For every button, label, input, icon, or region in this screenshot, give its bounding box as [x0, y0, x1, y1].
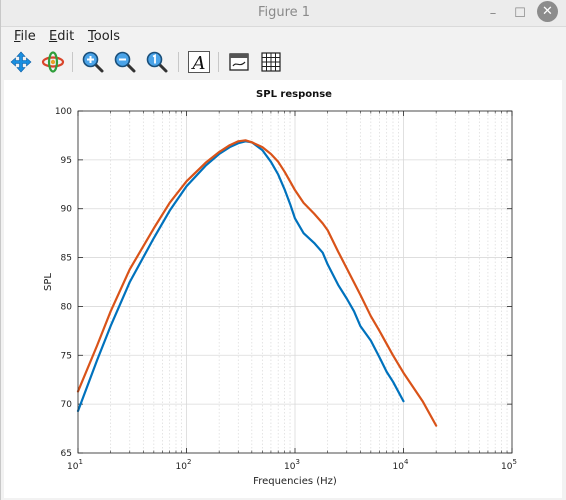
- x-tick-label-base: 10: [393, 462, 405, 472]
- x-tick-label: 102: [176, 458, 192, 472]
- y-tick-label: 70: [61, 400, 73, 410]
- pan-button[interactable]: [9, 50, 33, 74]
- zoom-reset-icon: [146, 51, 168, 73]
- y-tick-label: 100: [55, 107, 72, 117]
- menu-edit-label: dit: [57, 29, 75, 44]
- y-tick-label: 85: [61, 254, 72, 264]
- menu-tools[interactable]: Tools: [88, 29, 120, 44]
- rotate-button[interactable]: [41, 50, 65, 74]
- x-tick-label: 104: [393, 458, 409, 472]
- x-tick-label-base: 10: [67, 462, 79, 472]
- toolbar-separator: [178, 52, 179, 72]
- y-tick-label: 75: [61, 351, 72, 361]
- x-tick-label-base: 10: [176, 462, 188, 472]
- grid-button[interactable]: [259, 50, 283, 74]
- zoom-in-icon: [82, 51, 104, 73]
- chart-title: SPL response: [256, 89, 332, 100]
- menu-tools-label: ools: [93, 29, 121, 44]
- x-tick-label-exponent: 4: [404, 458, 409, 466]
- x-tick-label-exponent: 5: [512, 458, 516, 466]
- pan-icon: [10, 51, 32, 73]
- text-icon: A: [188, 51, 210, 74]
- menu-file[interactable]: File: [14, 29, 36, 44]
- figure-canvas[interactable]: SPL response 101 102 103 104 105 65 70 75 80 85 90…: [4, 80, 562, 498]
- x-tick-label: 105: [501, 458, 517, 472]
- text-icon-glyph: A: [191, 53, 206, 74]
- menu-file-mnemonic: F: [14, 29, 21, 44]
- x-tick-label-exponent: 1: [78, 458, 82, 466]
- axes-box[interactable]: [77, 110, 513, 454]
- zoom-in-button[interactable]: [81, 50, 105, 74]
- rotate-icon: [41, 51, 65, 73]
- y-tick-label: 95: [61, 156, 72, 166]
- x-tick-label-base: 10: [284, 462, 296, 472]
- menu-bar: File Edit Tools: [1, 27, 566, 47]
- title-bar[interactable]: Figure 1 – ☐ ✕: [1, 0, 566, 27]
- y-axis-label: SPL: [43, 273, 54, 291]
- legend-button[interactable]: [227, 50, 251, 74]
- close-button[interactable]: ✕: [537, 1, 558, 22]
- menu-edit-mnemonic: E: [49, 29, 58, 44]
- legend-icon: [229, 53, 249, 71]
- toolbar-separator: [218, 52, 219, 72]
- grid-lines: [77, 110, 513, 454]
- menu-edit[interactable]: Edit: [49, 29, 74, 44]
- y-tick-label: 90: [61, 205, 73, 215]
- menu-tools-mnemonic: T: [88, 29, 94, 44]
- insert-text-button[interactable]: A: [187, 50, 211, 74]
- x-tick-label-exponent: 3: [295, 458, 299, 466]
- data-series: [76, 139, 438, 427]
- zoom-out-button[interactable]: [113, 50, 137, 74]
- y-tick-label: 80: [61, 302, 73, 312]
- plot-svg: SPL response 101 102 103 104 105657075808590…: [43, 89, 517, 487]
- zoom-out-icon: [114, 51, 136, 73]
- maximize-button[interactable]: ☐: [514, 5, 526, 21]
- toolbar: A: [1, 48, 566, 78]
- x-axis-label: Frequencies (Hz): [253, 476, 337, 487]
- window-title: Figure 1: [257, 5, 311, 20]
- toolbar-separator: [72, 52, 73, 72]
- series-line-2: [76, 139, 438, 427]
- x-tick-label: 103: [284, 458, 300, 472]
- menu-file-label: ile: [20, 29, 36, 44]
- minimize-button[interactable]: –: [489, 5, 497, 21]
- grid-icon: [261, 52, 281, 72]
- series-line-1: [76, 140, 405, 413]
- x-tick-label-exponent: 2: [187, 458, 191, 466]
- y-tick-label: 65: [61, 449, 72, 459]
- x-tick-label-base: 10: [501, 462, 513, 472]
- zoom-reset-button[interactable]: [145, 50, 169, 74]
- x-tick-label: 101: [67, 458, 83, 472]
